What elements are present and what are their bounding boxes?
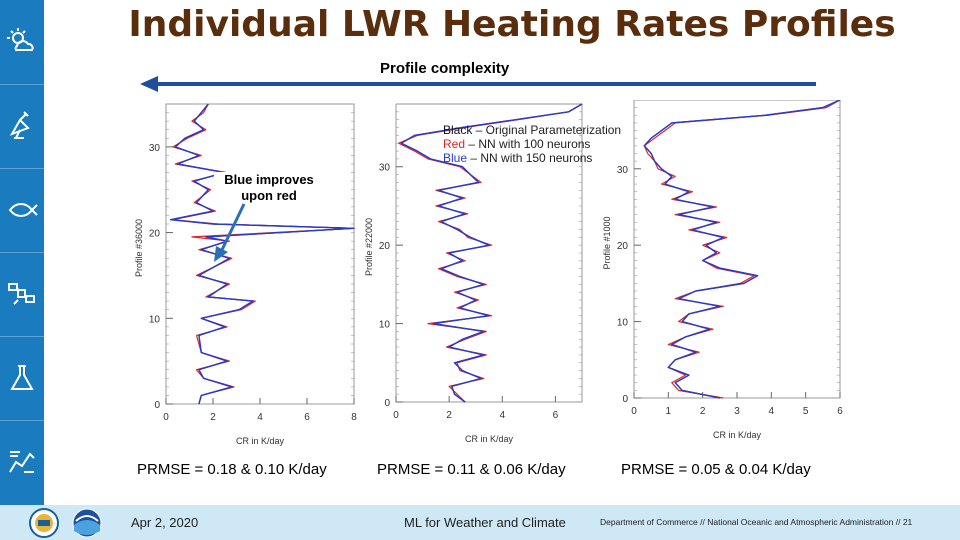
- y-tick-label: 0: [384, 398, 390, 409]
- x-tick-label: 1: [666, 406, 672, 417]
- prmse-profile-36000: PRMSE = 0.18 & 0.10 K/day: [137, 461, 327, 478]
- footer-dept: Department of Commerce // National Ocean…: [600, 517, 913, 527]
- x-tick-label: 3: [734, 406, 740, 417]
- y-tick-label: 10: [379, 320, 391, 331]
- x-tick-label: 6: [553, 410, 559, 421]
- data-chart-icon: [9, 451, 35, 473]
- sidebar: [0, 0, 44, 505]
- x-tick-label: 6: [304, 412, 310, 423]
- plot-frame: [165, 103, 355, 405]
- page-title: Individual LWR Heating Rates Profiles: [128, 4, 896, 45]
- x-tick-label: 0: [163, 412, 169, 423]
- y-tick-label: 20: [379, 241, 391, 252]
- x-tick-label: 6: [837, 406, 843, 417]
- prmse-profile-22000: PRMSE = 0.11 & 0.06 K/day: [377, 461, 566, 478]
- fish-icon: [8, 203, 38, 217]
- legend-black: Black – Original Parameterization: [443, 123, 622, 137]
- y-axis-label: Profile #1000: [602, 217, 612, 270]
- footer: Apr 2, 2020 ML for Weather and Climate D…: [0, 505, 960, 540]
- complexity-arrow: [140, 76, 816, 92]
- legend-blue: Blue – NN with 150 neurons: [443, 151, 593, 165]
- complexity-label: Profile complexity: [380, 60, 510, 77]
- plot-frame: [633, 100, 841, 399]
- y-tick-label: 0: [154, 400, 160, 411]
- series-blue-line: [400, 103, 583, 403]
- chart-profile-1000: 0 10 20 30 0 1 2 3 4 5 6 CR in K/day Profile #1000: [602, 100, 843, 440]
- annotation-arrow: [214, 203, 246, 262]
- x-tick-label: 8: [351, 412, 357, 423]
- x-tick-label: 5: [803, 406, 809, 417]
- y-tick-label: 10: [617, 318, 629, 329]
- sun-cloud-icon: [7, 28, 34, 51]
- x-tick-label: 2: [210, 412, 216, 423]
- x-tick-label: 2: [700, 406, 706, 417]
- commerce-seal-icon: [29, 508, 59, 538]
- y-tick-label: 10: [149, 314, 161, 325]
- legend: Black – Original Parameterization Red – …: [443, 123, 621, 165]
- chart-profile-22000: 0 10 20 30 0 2 4 6 CR in K/day Profile #22000: [364, 103, 583, 444]
- legend-red: Red – NN with 100 neurons: [443, 137, 591, 151]
- x-tick-label: 2: [446, 410, 452, 421]
- x-tick-label: 0: [393, 410, 399, 421]
- footer-center: ML for Weather and Climate: [404, 515, 566, 530]
- y-tick-label: 30: [617, 165, 629, 176]
- satellite-icon: [8, 283, 35, 305]
- annotation-blue-improves: Blue improves upon red: [214, 172, 324, 204]
- footer-date: Apr 2, 2020: [131, 515, 199, 530]
- x-tick-label: 4: [769, 406, 775, 417]
- chart-profile-36000: 0 10 20 30 0 2 4 6 8 CR in K/day Profile #36000: [134, 103, 357, 446]
- flask-icon: [10, 365, 34, 390]
- x-axis-label: CR in K/day: [465, 434, 514, 444]
- y-tick-label: 20: [149, 229, 161, 240]
- y-tick-label: 20: [617, 241, 629, 252]
- x-axis-label: CR in K/day: [713, 430, 762, 440]
- x-tick-label: 4: [257, 412, 263, 423]
- y-axis-label: Profile #22000: [364, 218, 374, 276]
- x-axis-label: CR in K/day: [236, 436, 285, 446]
- y-axis-label: Profile #36000: [134, 219, 144, 277]
- noaa-logo-icon: [72, 508, 102, 538]
- satellite-dish-icon: [9, 111, 30, 139]
- y-tick-label: 30: [149, 143, 161, 154]
- series-blue-line: [643, 100, 841, 399]
- y-tick-label: 30: [379, 163, 391, 174]
- y-tick-label: 0: [622, 394, 628, 405]
- x-tick-label: 4: [500, 410, 506, 421]
- x-tick-label: 0: [631, 406, 637, 417]
- prmse-profile-1000: PRMSE = 0.05 & 0.04 K/day: [621, 461, 811, 478]
